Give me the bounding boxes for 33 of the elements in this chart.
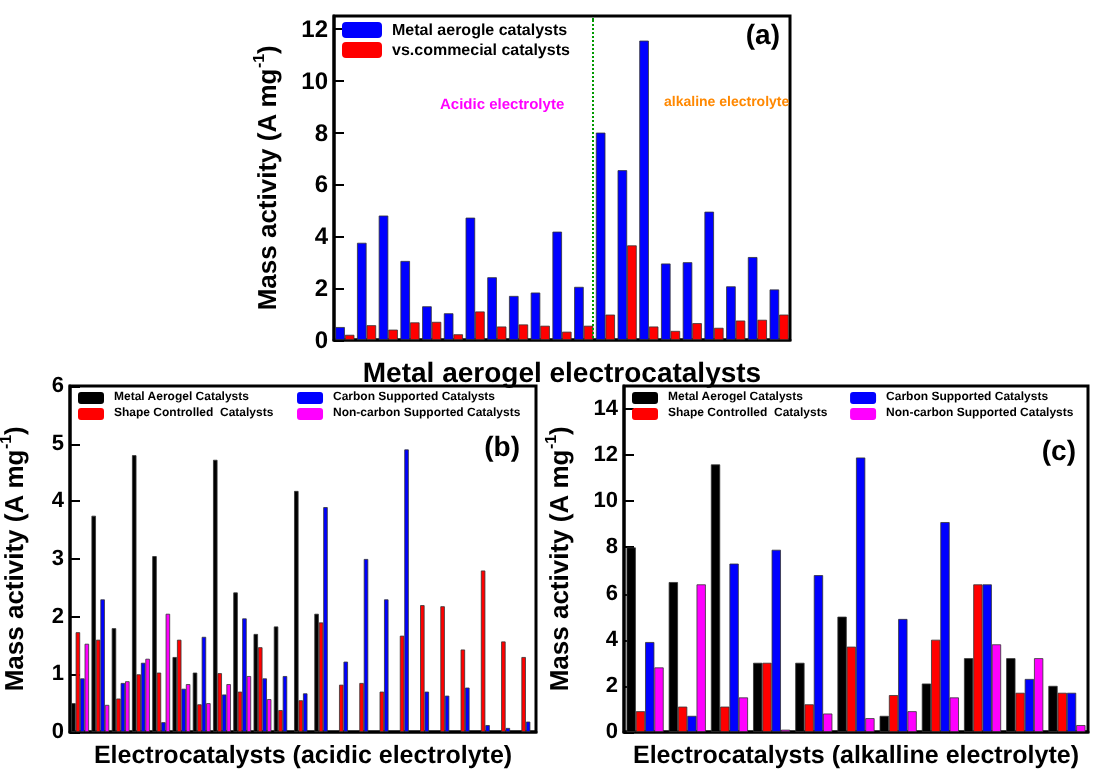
y-tick-label: 12 xyxy=(593,443,618,468)
y-tick-label: 2 xyxy=(51,604,64,629)
y-tick-label: 10 xyxy=(301,66,329,95)
y-tick-label: 1 xyxy=(51,662,64,687)
y-axis-title: Mass activity (A mg-1) xyxy=(0,426,29,692)
y-tick-label: 3 xyxy=(51,547,64,571)
y-tick-label: 2 xyxy=(314,274,329,303)
x-axis-title: Metal aerogel electrocatalysts xyxy=(362,356,762,388)
y-axis-title: Mass activity (A mg-1) xyxy=(541,426,574,692)
legend-label: vs.commecial catalysts xyxy=(392,41,571,59)
annotation: (b) xyxy=(484,430,521,462)
y-tick-label: 4 xyxy=(605,627,620,652)
y-tick-label: 4 xyxy=(51,489,66,514)
y-tick-label: 0 xyxy=(605,720,618,744)
y-tick-label: 14 xyxy=(593,397,620,422)
y-tick-label: 6 xyxy=(314,170,329,199)
y-tick-label: 8 xyxy=(605,535,618,560)
y-tick-label: 4 xyxy=(314,222,329,251)
y-tick-label: 10 xyxy=(593,489,618,514)
y-tick-label: 8 xyxy=(314,118,329,147)
y-tick-label: 5 xyxy=(51,431,64,456)
y-tick-label: 0 xyxy=(51,720,64,744)
annotation: (c) xyxy=(1041,434,1077,466)
legend-label: Metal aerogle catalysts xyxy=(392,21,569,39)
y-tick-label: 0 xyxy=(314,326,329,354)
x-axis-title: Electrocatalysts (acidic electrolyte) xyxy=(93,741,513,769)
y-axis-title: Mass activity (A mg-1) xyxy=(249,45,282,311)
y-tick-label: 2 xyxy=(605,673,618,698)
x-axis-title: Electrocatalysts (alkalline electrolyte) xyxy=(632,741,1080,769)
y-tick-label: 6 xyxy=(605,581,618,606)
y-tick-label: 6 xyxy=(51,374,64,398)
annotation: (a) xyxy=(745,18,781,50)
y-tick-label: 12 xyxy=(301,14,329,43)
